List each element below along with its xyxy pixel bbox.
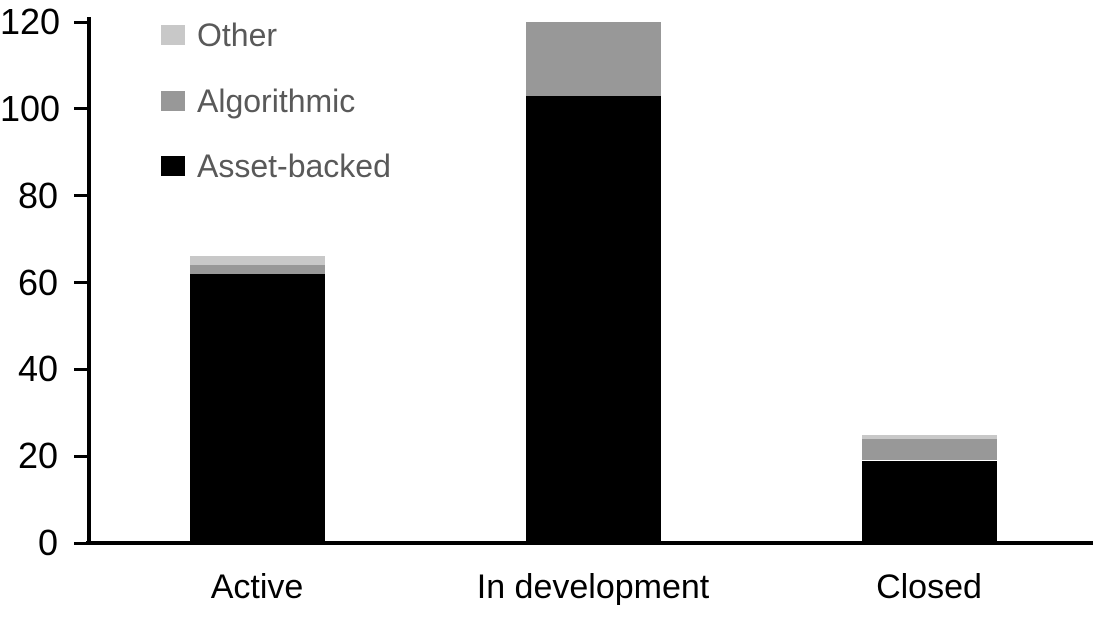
legend-swatch-asset-backed	[161, 156, 185, 176]
y-tick-mark	[74, 542, 87, 545]
legend-label-other: Other	[197, 17, 278, 53]
bar-segment-algorithmic	[526, 22, 661, 96]
bar-segment-algorithmic	[862, 438, 997, 461]
legend-swatch-algorithmic	[161, 91, 185, 111]
legend-item-asset-backed: Asset-backed	[161, 149, 391, 183]
y-tick-label: 100	[0, 88, 61, 129]
x-category-label: In development	[476, 568, 710, 606]
x-category-label: Closed	[876, 568, 982, 606]
y-tick-mark	[74, 281, 87, 284]
y-axis-line	[87, 17, 91, 545]
y-tick-label: 0	[37, 522, 58, 563]
x-axis-line	[86, 541, 1093, 545]
bar-segment-other	[862, 434, 997, 439]
legend-label-asset-backed: Asset-backed	[197, 148, 391, 184]
bar-segment-asset-backed	[862, 460, 997, 543]
legend-item-other: Other	[161, 18, 277, 52]
y-tick-mark	[74, 21, 87, 24]
bar-segment-asset-backed	[190, 273, 325, 543]
bar-segment-asset-backed	[526, 95, 661, 543]
y-tick-label: 20	[17, 435, 58, 476]
bar-segment-algorithmic	[190, 265, 325, 274]
y-tick-mark	[74, 194, 87, 197]
y-tick-mark	[74, 368, 87, 371]
legend-item-algorithmic: Algorithmic	[161, 84, 355, 118]
y-tick-mark	[74, 107, 87, 110]
y-tick-label: 40	[17, 348, 58, 389]
y-tick-label: 80	[17, 175, 58, 216]
y-tick-mark	[74, 455, 87, 458]
x-category-label: Active	[210, 568, 304, 606]
legend-swatch-other	[161, 25, 185, 45]
y-tick-label: 120	[0, 1, 61, 42]
y-tick-label: 60	[17, 262, 58, 303]
legend-label-algorithmic: Algorithmic	[197, 83, 356, 119]
bar-segment-other	[190, 256, 325, 266]
